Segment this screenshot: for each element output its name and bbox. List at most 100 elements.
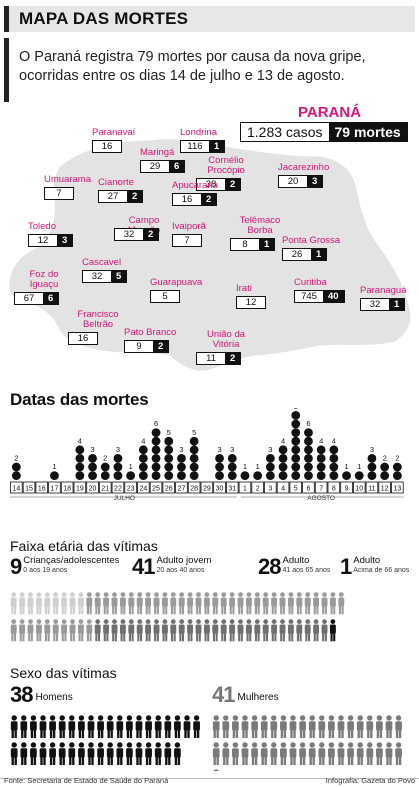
city-name-telemaco-borba: Telêmaco Borba [239, 215, 281, 236]
death-dot [329, 471, 339, 480]
age-person-icon [44, 619, 51, 642]
age-person-icon [145, 592, 152, 615]
age-person-icon [313, 619, 320, 642]
death-dot [291, 436, 301, 446]
sex-person-icon [318, 715, 326, 739]
death-dot [304, 445, 313, 455]
city-name-curitiba: Curitiba [294, 277, 327, 288]
death-dot [113, 462, 123, 472]
date-tick-label: 21 [101, 486, 109, 493]
city-cases: 5 [162, 291, 168, 302]
city-cases: 11 [206, 353, 216, 364]
death-dot [75, 454, 85, 463]
age-person-icon [136, 619, 143, 642]
city-cases: 8 [242, 239, 248, 250]
city-deaths: 3 [57, 235, 73, 246]
age-person-icon [111, 619, 118, 642]
sex-person-icon [280, 742, 287, 766]
age-group-label: Adulto [282, 555, 310, 566]
death-dot [50, 471, 59, 480]
city-name-paranagua: Paranaguá [360, 285, 407, 296]
death-dot [100, 462, 110, 472]
city-cases: 32 [369, 299, 381, 310]
death-dot [151, 462, 161, 472]
date-value-label: 3 [217, 445, 221, 454]
sex-person-icon [212, 742, 220, 766]
age-group-count: 41 [132, 554, 156, 579]
city-name-uniao-da-vitoria: União da Vitória [206, 329, 246, 350]
age-person-icon [161, 619, 168, 642]
city-deaths: 6 [169, 161, 185, 172]
age-person-icon [178, 619, 185, 642]
age-person-icon [170, 619, 177, 642]
date-tick-label: 22 [114, 486, 122, 493]
city-count-ponta-grossa: 26 1 [282, 248, 328, 261]
sex-person-icon [193, 715, 200, 739]
city-count-foz-do-iguacu: 67 6 [14, 292, 60, 305]
date-tick-box [48, 481, 61, 494]
date-value-label: 4 [332, 436, 336, 445]
age-group-count: 9 [10, 554, 22, 579]
date-tick-box [86, 481, 99, 494]
age-person-icon [136, 592, 143, 615]
death-dot [189, 462, 199, 472]
date-tick-label: 17 [51, 486, 59, 493]
age-person-icon [220, 619, 227, 642]
age-person-icon [245, 592, 252, 615]
sex-person-icon [376, 742, 383, 766]
age-person-icon [61, 592, 68, 615]
city-name-londrina: Londrina [180, 127, 217, 138]
age-person-icon [19, 592, 26, 615]
footer-rule [0, 778, 419, 779]
age-person-icon [304, 592, 311, 615]
date-tick-label: 15 [25, 486, 33, 493]
sex-person-icon [164, 715, 172, 739]
header-bar: MAPA DAS MORTES [4, 6, 415, 32]
sex-person-icon [58, 742, 66, 766]
sex-person-icon [49, 715, 56, 739]
death-dot [164, 471, 174, 480]
death-dot [291, 471, 301, 480]
city-count-paranagua: 32 1 [360, 298, 406, 311]
date-tick-box [225, 481, 239, 494]
age-person-icon [287, 619, 294, 642]
date-tick-label: 3 [268, 486, 272, 493]
death-dot [304, 454, 313, 463]
city-deaths: 1 [259, 239, 275, 250]
sex-person-icon [174, 715, 181, 739]
sex-person-icon [10, 742, 18, 766]
death-dot [227, 454, 237, 463]
city-deaths: 2 [153, 341, 169, 352]
date-tick-box [327, 481, 341, 494]
city-name-cascavel: Cascavel [82, 257, 122, 268]
death-dot [342, 471, 351, 480]
date-value-label: 1 [129, 462, 133, 471]
age-chart [10, 592, 345, 642]
age-person-icon [271, 592, 278, 615]
city-name-umuarama: Umuarama [44, 174, 91, 185]
age-person-icon [103, 592, 110, 615]
sex-chart [10, 715, 402, 771]
date-tick-label: 13 [393, 486, 401, 493]
city-count-umuarama: 7 [44, 187, 74, 200]
city-cases: 26 [291, 249, 303, 260]
date-tick-label: 27 [178, 486, 186, 493]
death-dot [151, 454, 161, 463]
sex-person-icon [126, 742, 133, 766]
city-cases: 32 [91, 271, 103, 282]
date-value-label: 6 [154, 419, 158, 428]
age-person-icon [94, 619, 101, 642]
city-deaths: 2 [225, 353, 241, 364]
age-person-icon [119, 619, 126, 642]
age-person-icon [237, 619, 244, 642]
date-value-label: 5 [192, 428, 196, 437]
date-tick-label: 14 [12, 486, 20, 493]
date-value-label: 2 [395, 454, 399, 463]
date-value-label: 4 [281, 436, 285, 445]
age-person-icon [229, 619, 236, 642]
sex-person-icon [308, 742, 316, 766]
sex-title: Sexo das vítimas [10, 665, 117, 681]
date-tick-label: 9 [345, 486, 349, 493]
date-tick-label: 5 [294, 486, 298, 493]
city-count-paranavai: 16 [92, 140, 122, 153]
